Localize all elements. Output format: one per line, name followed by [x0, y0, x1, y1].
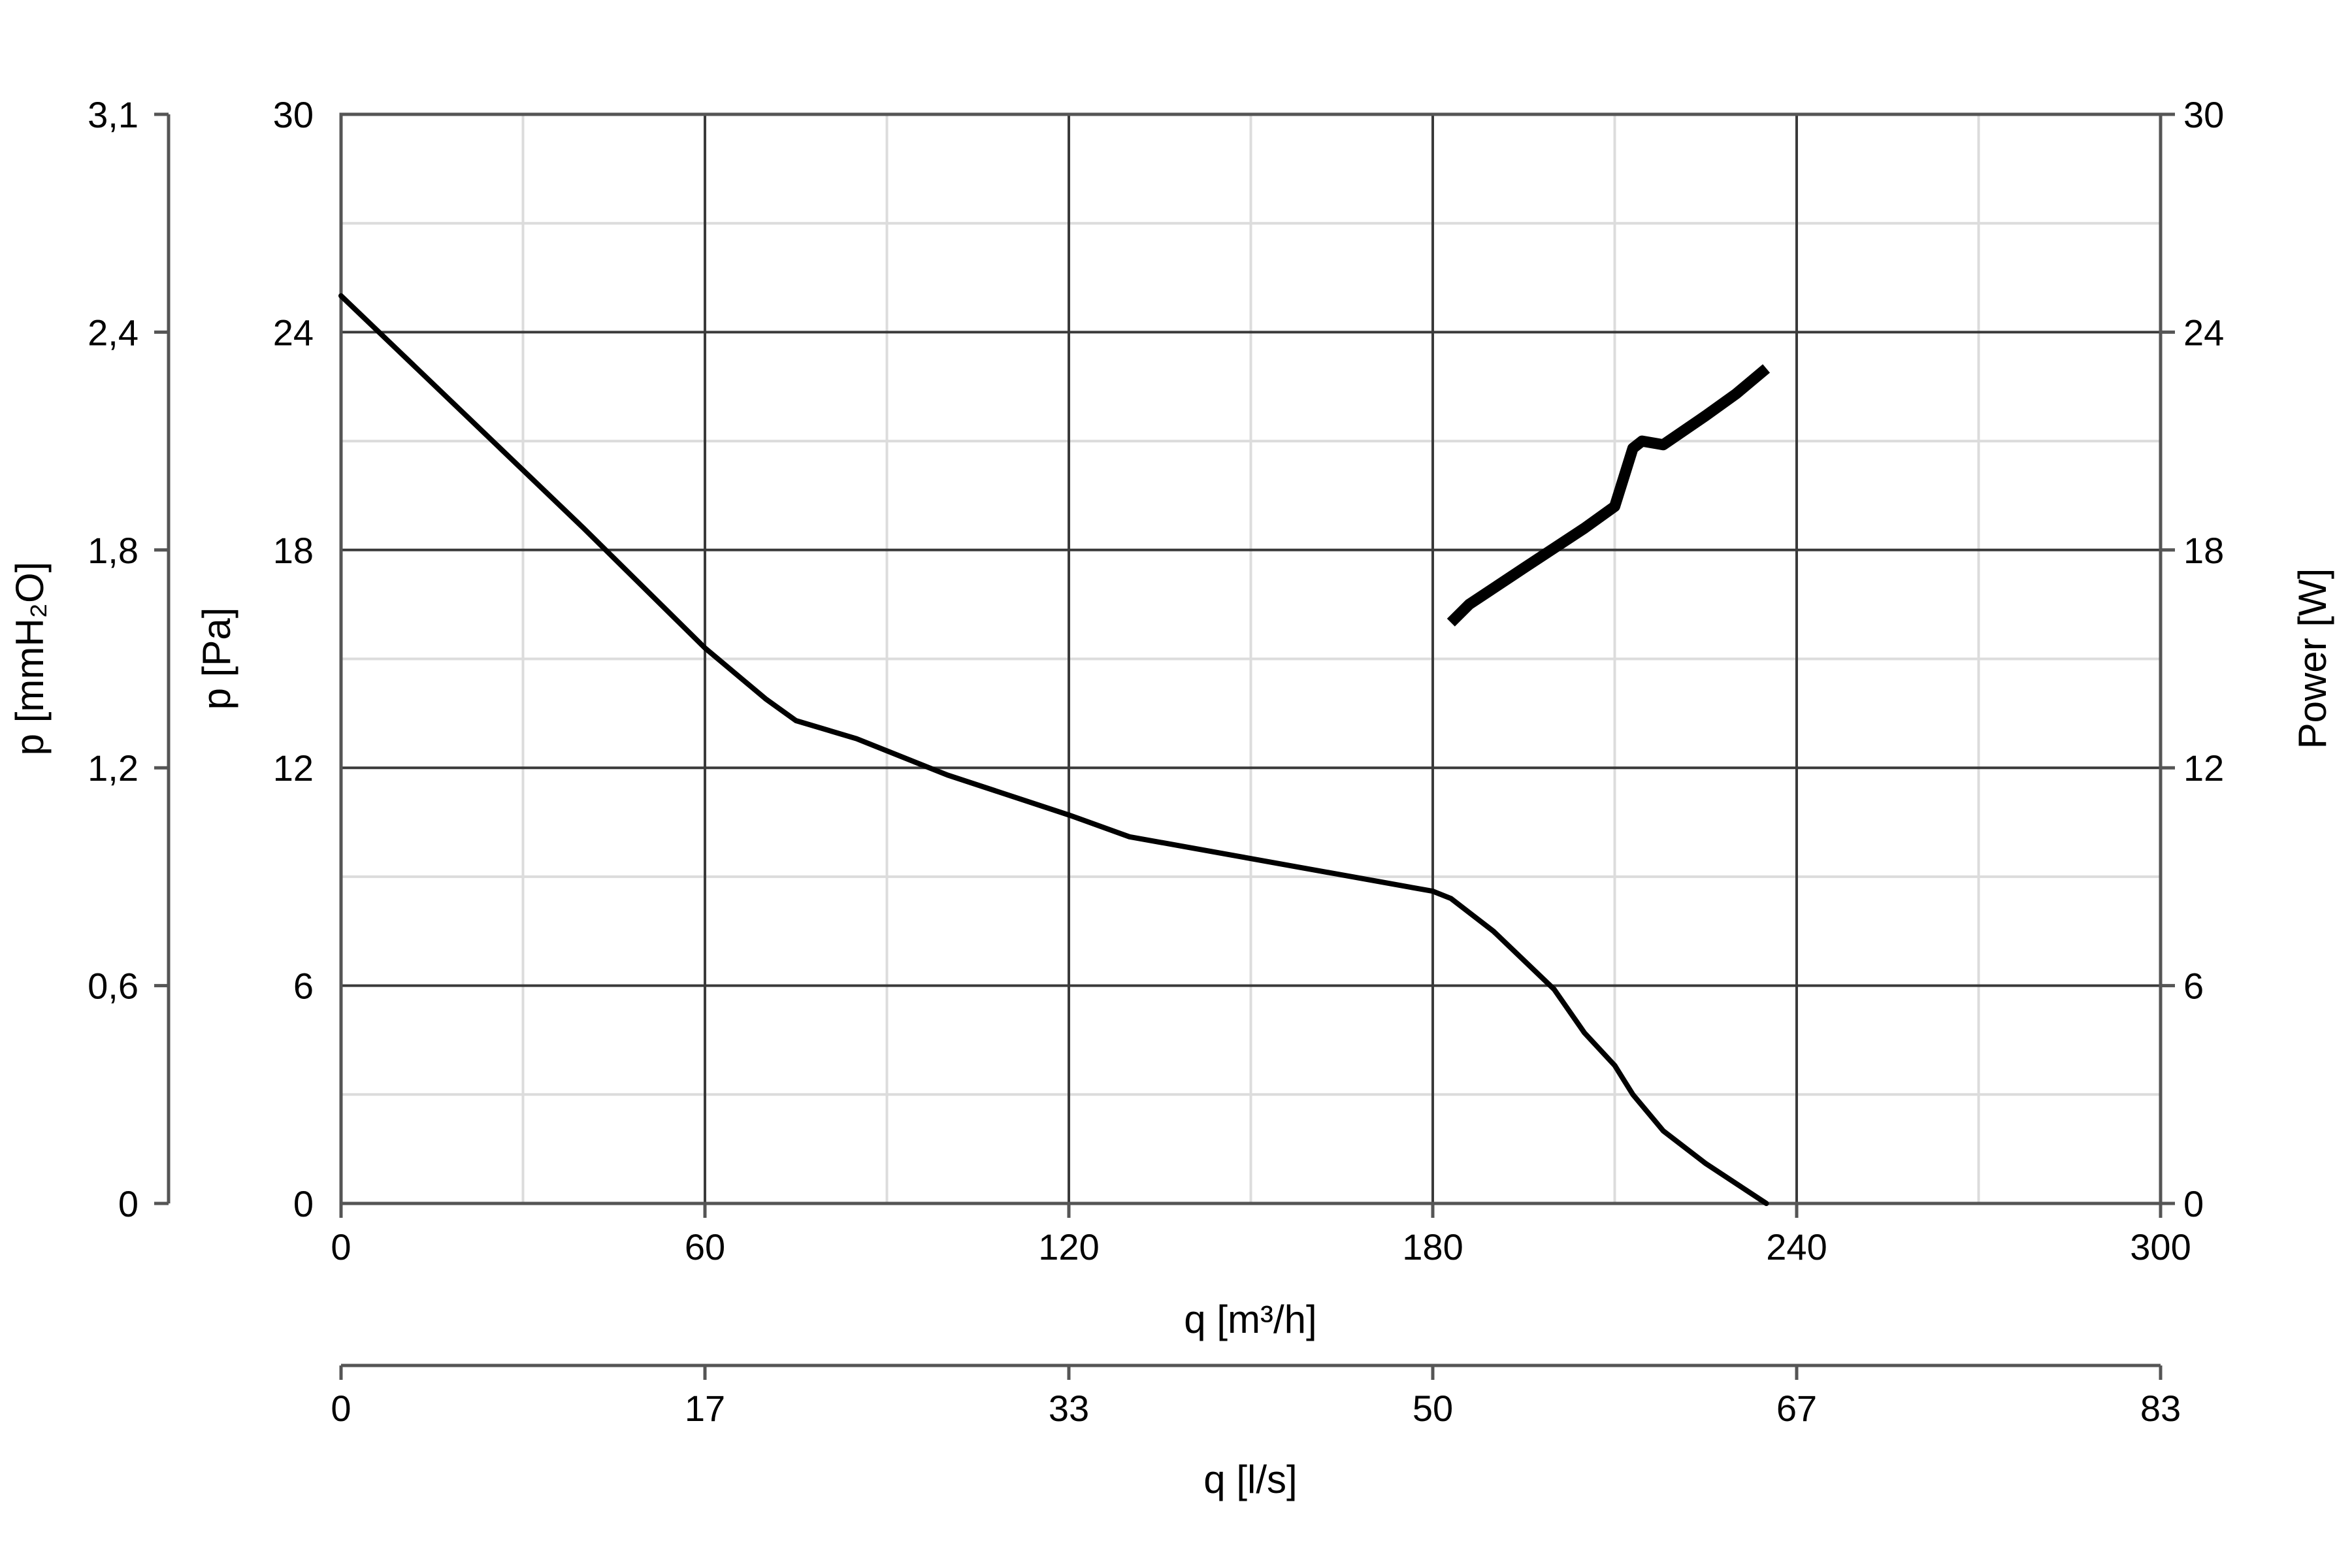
x-axis-title-m3h: q [m³/h]: [1184, 1298, 1316, 1341]
y-tick-label-power: 6: [2183, 966, 2204, 1007]
y-tick-label-pa: 24: [273, 312, 314, 353]
minor-gridlines: [341, 114, 2161, 1203]
x-tick-label-m3h: 120: [1038, 1226, 1099, 1267]
y-tick-label-pa: 18: [273, 530, 314, 571]
y-tick-label-pa: 6: [293, 966, 314, 1007]
power-curve: [1446, 364, 1771, 627]
x-tick-label-m3h: 0: [331, 1226, 351, 1267]
y-axis-title-mmh2o: p [mmH₂O]: [8, 562, 52, 756]
x-tick-label-m3h: 240: [1766, 1226, 1827, 1267]
y-tick-label-mmh2o: 0,6: [88, 966, 139, 1007]
y-tick-label-pa: 12: [273, 747, 314, 789]
y-tick-label-mmh2o: 1,8: [88, 530, 139, 571]
x-tick-label-m3h: 180: [1402, 1226, 1463, 1267]
y-axis-title-pa: p [Pa]: [195, 608, 238, 710]
y-tick-label-mmh2o: 3,1: [88, 94, 139, 135]
y-tick-label-pa: 0: [293, 1183, 314, 1224]
x-tick-label-ls: 0: [331, 1388, 351, 1429]
x-tick-label-ls: 50: [1413, 1388, 1453, 1429]
x-tick-label-ls: 33: [1049, 1388, 1089, 1429]
series-layer: [338, 293, 1771, 1206]
x-tick-label-ls: 67: [1776, 1388, 1817, 1429]
y-tick-label-mmh2o: 2,4: [88, 312, 139, 353]
y-tick-label-power: 12: [2183, 747, 2224, 789]
x-tick-label-m3h: 300: [2130, 1226, 2191, 1267]
x-axis-title-ls: q [l/s]: [1203, 1458, 1297, 1501]
y-tick-label-mmh2o: 0: [118, 1183, 139, 1224]
y-tick-label-power: 18: [2183, 530, 2224, 571]
pressure-curve: [338, 293, 1769, 1206]
y-axis-title-power: Power [W]: [2291, 568, 2334, 749]
x-tick-label-m3h: 60: [685, 1226, 725, 1267]
y-tick-label-mmh2o: 1,2: [88, 747, 139, 789]
y-tick-label-pa: 30: [273, 94, 314, 135]
y-tick-label-power: 30: [2183, 94, 2224, 135]
x-tick-label-ls: 83: [2140, 1388, 2181, 1429]
y-tick-label-power: 0: [2183, 1183, 2204, 1224]
plot-frame: [339, 112, 2163, 1205]
x-tick-label-ls: 17: [685, 1388, 725, 1429]
y-tick-label-power: 24: [2183, 312, 2224, 353]
